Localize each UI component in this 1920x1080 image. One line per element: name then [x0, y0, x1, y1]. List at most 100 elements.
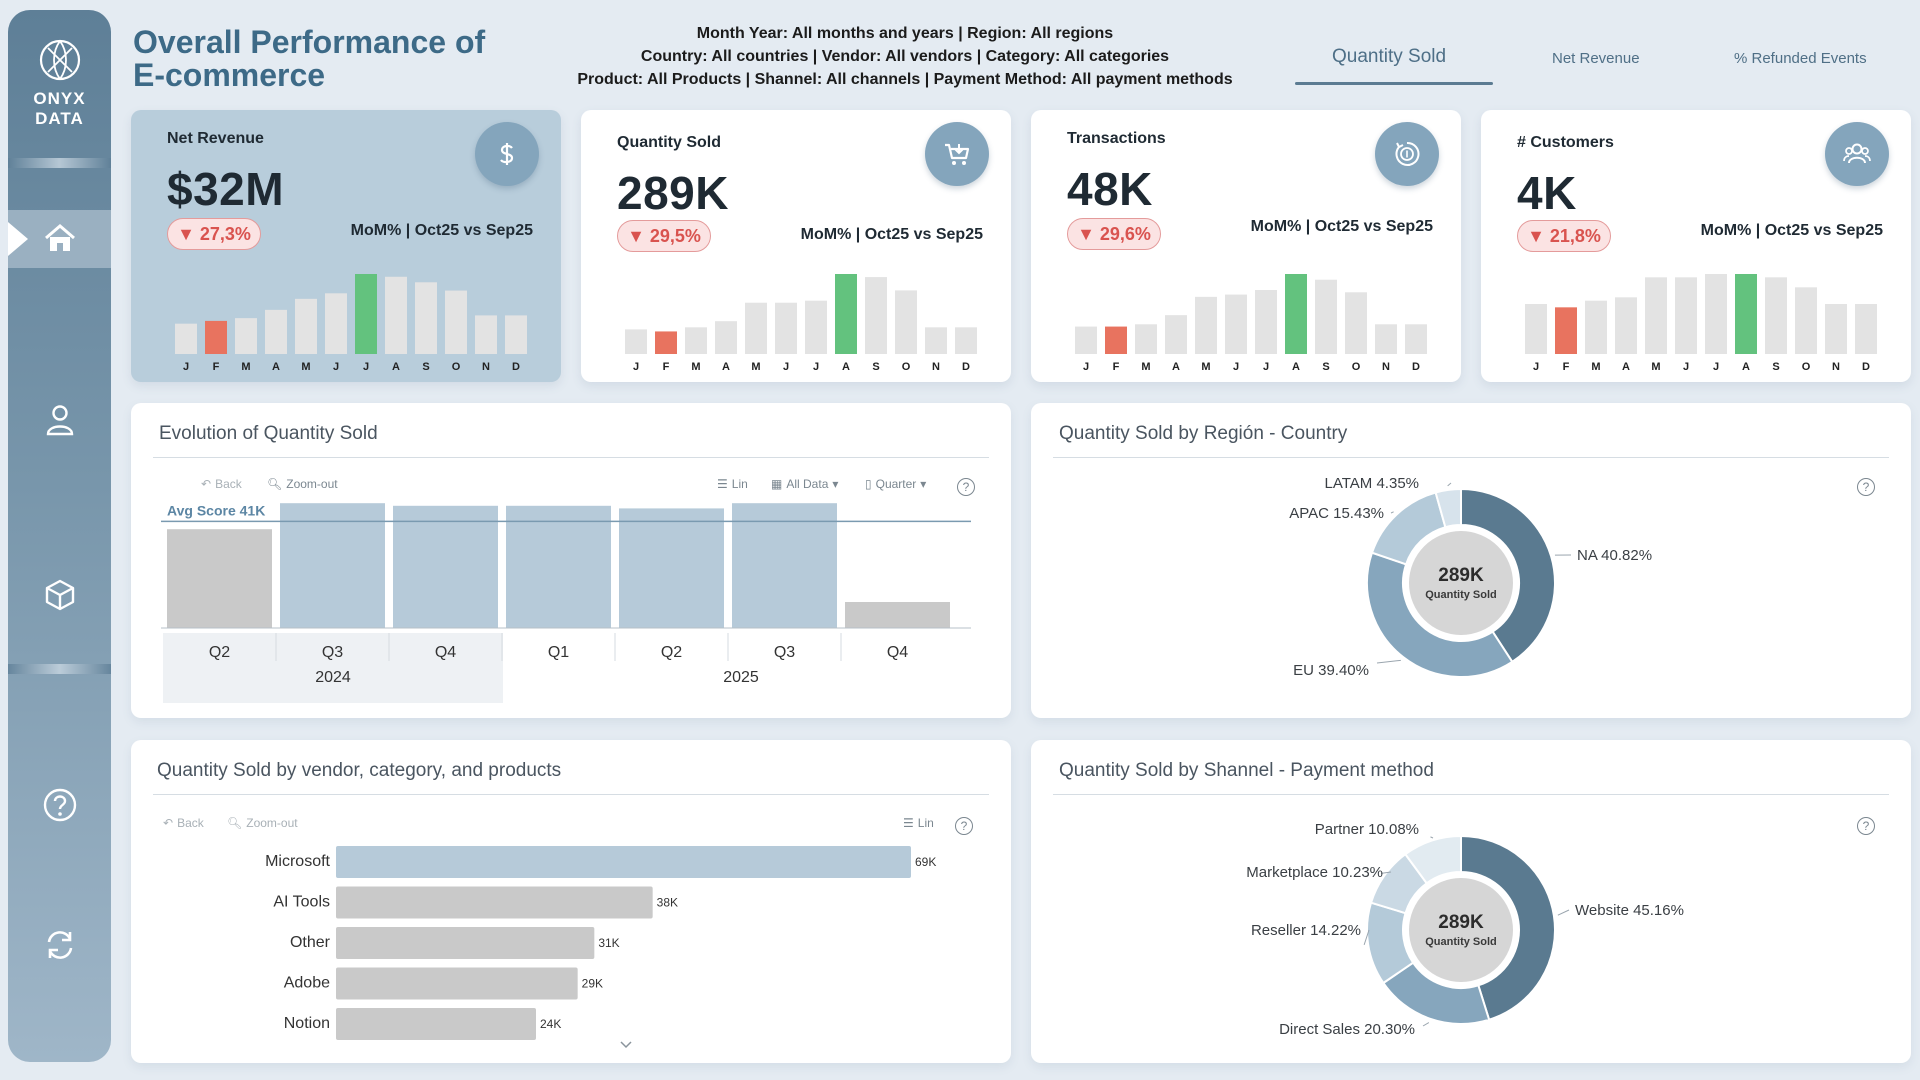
quarter-bar [506, 505, 611, 628]
month-tick-label: O [452, 361, 461, 373]
logo-text-2: DATA [35, 109, 84, 128]
help-icon[interactable]: ? [1857, 817, 1875, 835]
vendor-value-label: 31K [598, 936, 619, 950]
evolution-chart: Q2 Q3 Q4 Q1 Q2 Q3 Q4 Avg Score 41K 2024 2025 [161, 502, 971, 703]
month-tick-label: J [183, 361, 189, 373]
quarter-tick-label: Q4 [435, 644, 456, 661]
dollar-icon [500, 143, 514, 165]
evolution-panel: Evolution of Quantity Sold ↶ Back 🔍︎ Zoom-… [131, 403, 1011, 718]
donut-slice [1403, 834, 1462, 885]
donut-center-value: 289K [1438, 912, 1484, 933]
kpi-month-bar [835, 274, 857, 354]
slice-label: EU 39.40% [1293, 662, 1369, 679]
quarter-tick-label: Q3 [774, 644, 795, 661]
kpi-month-bar [1165, 315, 1187, 354]
vendor-bar [336, 1008, 536, 1040]
lin-button[interactable]: ☰ Lin [717, 477, 748, 491]
help-icon[interactable]: ? [1857, 478, 1875, 496]
all-data-dropdown[interactable]: ▦ All Data ▾ [771, 477, 838, 491]
kpi-month-bar [865, 277, 887, 354]
quarter-bar [845, 602, 950, 628]
vendor-value-label: 69K [915, 855, 936, 869]
quarter-bar [732, 503, 837, 628]
kpi-card-customers[interactable]: # Customers 4K ▼ 21,8% MoM% | Oct25 vs S… [1481, 110, 1911, 382]
vendor-bar [336, 886, 653, 919]
zoom-out-button[interactable]: 🔍︎ Zoom-out [227, 816, 298, 830]
month-tick-label: A [842, 361, 850, 373]
vendor-label: Microsoft [265, 853, 330, 870]
tab-bar: Quantity Sold Net Revenue % Refunded Eve… [1290, 44, 1900, 90]
panel-title: Quantity Sold by Región - Country [1059, 423, 1348, 444]
kpi-card-quantity-sold[interactable]: Quantity Sold 289K ▼ 29,5% MoM% | Oct25 … [581, 110, 1011, 382]
kpi-month-bar [1525, 304, 1547, 354]
magnifier-icon: 🔍︎ [227, 816, 243, 830]
kpi-month-bar [775, 302, 797, 354]
help-icon[interactable]: ? [957, 478, 975, 496]
back-button[interactable]: ↶ Back [163, 816, 204, 830]
month-tick-label: O [1802, 361, 1811, 373]
kpi-month-bar [1855, 304, 1877, 354]
kpi-card-net-revenue[interactable]: Net Revenue $32M ▼ 27,3% MoM% | Oct25 vs… [131, 110, 561, 382]
help-icon[interactable]: ? [955, 817, 973, 835]
kpi-month-bar [1585, 300, 1607, 354]
year-label: 2024 [315, 669, 351, 686]
zoom-out-button[interactable]: 🔍︎ Zoom-out [267, 477, 338, 491]
quarter-bar [619, 508, 724, 628]
filter-summary: Month Year: All months and years | Regio… [560, 22, 1250, 91]
kpi-change-badge: ▼ 29,5% [617, 220, 711, 252]
question-icon [43, 788, 77, 822]
refresh-icon [47, 931, 73, 959]
panel-rule [153, 457, 989, 458]
month-tick-label: O [902, 361, 911, 373]
kpi-mom-label: MoM% | Oct25 vs Sep25 [1250, 218, 1433, 235]
tab-quantity-sold[interactable]: Quantity Sold [1332, 46, 1447, 67]
quarter-bar [280, 503, 385, 628]
lin-label: Lin [917, 816, 934, 830]
leader-line [1390, 511, 1394, 514]
kpi-month-bar [1315, 279, 1337, 354]
sidebar-item-refresh[interactable] [40, 925, 80, 965]
vendor-label: Notion [284, 1015, 330, 1032]
kpi-value: 48K [1067, 163, 1153, 215]
globe-logo-icon [39, 39, 80, 81]
panel-title: Quantity Sold by Shannel - Payment metho… [1059, 760, 1434, 781]
region-panel: Quantity Sold by Región - Country ? NA 4… [1031, 403, 1911, 718]
panel-rule [1053, 794, 1889, 795]
kpi-month-bar [1705, 274, 1727, 354]
kpi-value: 4K [1517, 167, 1577, 219]
kpi-month-bar [925, 327, 947, 354]
month-tick-label: S [1322, 361, 1329, 373]
all-data-label: All Data [786, 477, 829, 491]
coin-cycle-icon [1395, 141, 1420, 166]
kpi-month-bar [655, 331, 677, 354]
month-tick-label: J [1083, 361, 1089, 373]
sidebar-item-product[interactable] [40, 575, 80, 615]
kpi-mom-label: MoM% | Oct25 vs Sep25 [800, 226, 983, 243]
kpi-month-bar [1345, 292, 1367, 354]
tab-refunded-events[interactable]: % Refunded Events [1734, 50, 1867, 67]
back-button[interactable]: ↶ Back [201, 477, 242, 491]
kpi-month-bar [715, 321, 737, 354]
month-tick-label: A [1292, 361, 1300, 373]
kpi-month-bar [1405, 324, 1427, 354]
kpi-card-transactions[interactable]: Transactions 48K ▼ 29,6% MoM% | Oct25 vs… [1031, 110, 1461, 382]
lin-button[interactable]: ☰ Lin [903, 816, 934, 830]
month-tick-label: F [1113, 361, 1120, 373]
sidebar-item-user[interactable] [40, 400, 80, 440]
kpi-month-bar [1735, 274, 1757, 354]
filter-line-2: Country: All countries | Vendor: All ven… [640, 48, 1170, 65]
kpi-change-badge: ▼ 21,8% [1517, 220, 1611, 252]
sidebar-item-help[interactable] [40, 785, 80, 825]
filter-line-1: Month Year: All months and years | Regio… [696, 25, 1114, 42]
vendor-bar-chart: Microsoft 69K AI Tools 38K Other 31K Adobe 29K N… [265, 846, 936, 1049]
sidebar-item-home[interactable] [40, 218, 80, 258]
kpi-label: Net Revenue [167, 130, 264, 147]
kpi-month-bar [1255, 290, 1277, 354]
kpi-month-bar [1075, 326, 1097, 354]
kpi-value: $32M [167, 163, 285, 215]
kpi-month-bar [175, 323, 197, 354]
quarter-dropdown[interactable]: ▯ Quarter ▾ [865, 477, 926, 491]
user-icon [46, 405, 74, 436]
page-title: Overall Performance of E-commerce [133, 26, 553, 92]
tab-net-revenue[interactable]: Net Revenue [1552, 50, 1640, 67]
